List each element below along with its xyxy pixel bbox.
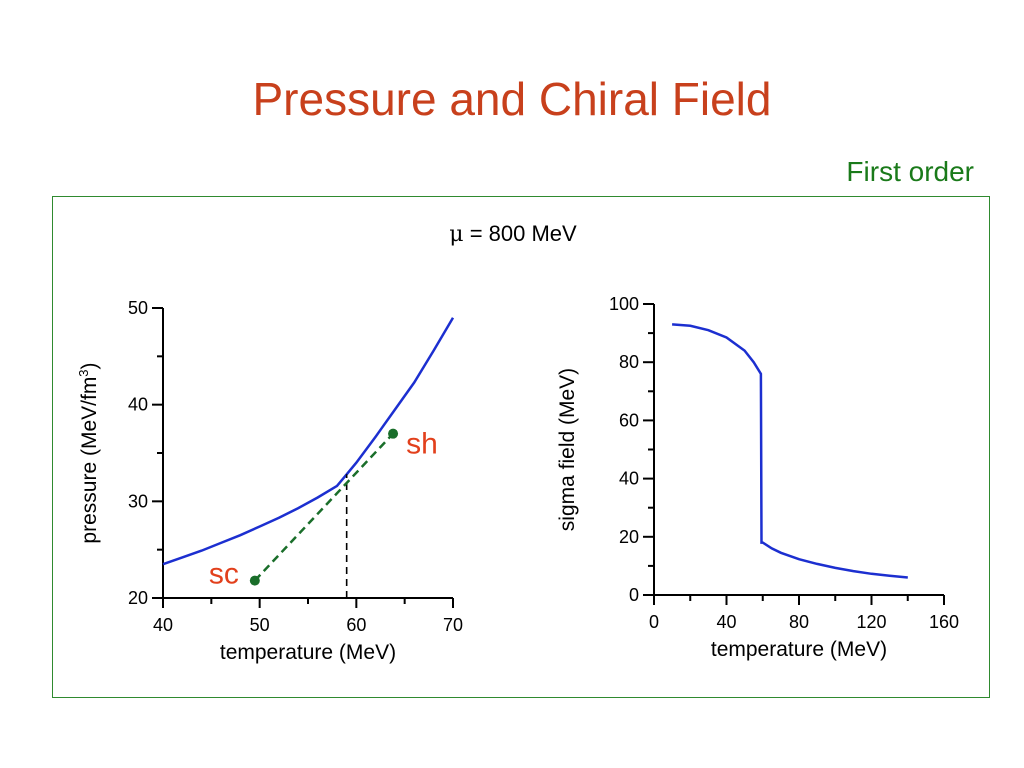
y-tick-label: 50 bbox=[128, 298, 148, 318]
x-tick-label: 50 bbox=[250, 615, 270, 635]
y-axis-label-text: sigma field (MeV) bbox=[556, 368, 579, 531]
y-axis-label-text: pressure (MeV/fm bbox=[78, 377, 101, 544]
metastable-dashed-line bbox=[253, 432, 394, 582]
point-label-sc: sc bbox=[209, 558, 239, 591]
x-tick-label: 40 bbox=[153, 615, 173, 635]
y-tick-label: 60 bbox=[619, 410, 639, 430]
sigma-chart: 0 40 80 120 160 0 20 40 60 80 100 temperature (MeV)… bbox=[556, 294, 959, 661]
y-tick-label: 30 bbox=[128, 491, 148, 511]
condition-value: = 800 MeV bbox=[464, 221, 577, 246]
y-tick-label: 40 bbox=[619, 469, 639, 489]
x-tick-label: 70 bbox=[443, 615, 463, 635]
pressure-chart: 40 50 60 70 20 30 40 50 temperature (MeV) pressur… bbox=[76, 298, 463, 664]
x-tick-label: 40 bbox=[716, 612, 736, 632]
slide-title: Pressure and Chiral Field bbox=[252, 73, 772, 125]
y-tick-label: 20 bbox=[619, 527, 639, 547]
x-tick-label: 160 bbox=[929, 612, 959, 632]
x-tick-label: 0 bbox=[649, 612, 659, 632]
x-tick-label: 60 bbox=[346, 615, 366, 635]
y-tick-label: 40 bbox=[128, 395, 148, 415]
point-label-sh: sh bbox=[406, 428, 438, 461]
x-axis-label: temperature (MeV) bbox=[220, 641, 396, 664]
slide-subtitle: First order bbox=[846, 156, 974, 187]
condition-label: μ = 800 MeV bbox=[449, 221, 577, 247]
series-line bbox=[672, 323, 908, 579]
y-tick-label: 0 bbox=[629, 585, 639, 605]
y-tick-label: 100 bbox=[609, 294, 639, 314]
y-tick-label: 20 bbox=[128, 588, 148, 608]
x-axis-label: temperature (MeV) bbox=[711, 638, 887, 661]
y-axis-label: pressure (MeV/fm3) bbox=[76, 362, 101, 543]
series-line bbox=[162, 317, 455, 566]
y-axis-label-superscript: 3 bbox=[76, 369, 91, 376]
y-axis-label: sigma field (MeV) bbox=[556, 368, 579, 531]
x-tick-label: 80 bbox=[789, 612, 809, 632]
mu-symbol: μ bbox=[449, 222, 463, 247]
chart-frame bbox=[52, 196, 990, 698]
point-sh bbox=[388, 428, 399, 439]
point-sc bbox=[249, 575, 260, 586]
y-tick-label: 80 bbox=[619, 352, 639, 372]
y-axis-label-close: ) bbox=[78, 362, 101, 369]
x-tick-label: 120 bbox=[856, 612, 886, 632]
